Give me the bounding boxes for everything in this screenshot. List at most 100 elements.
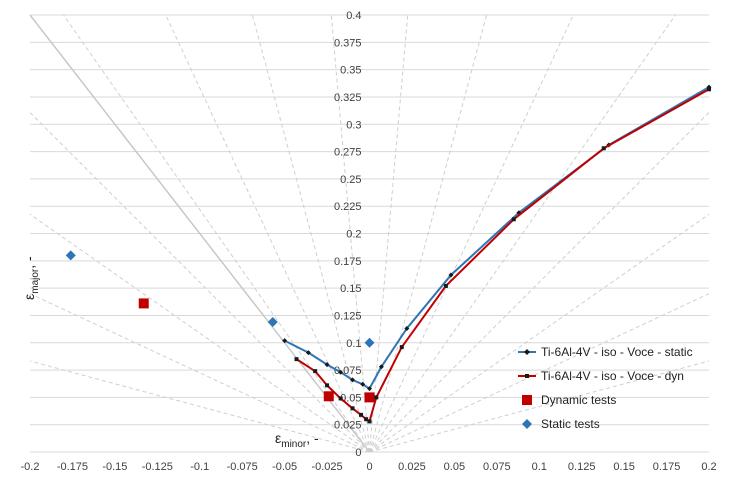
y-tick-label: 0.175 <box>334 256 362 268</box>
data-point <box>404 326 410 332</box>
legend: Ti-6Al-4V - iso - Voce - static Ti-6Al-4… <box>518 345 693 431</box>
data-point <box>364 417 369 422</box>
y-tick-label: 0.125 <box>334 310 362 322</box>
legend-label-static-model: Ti-6Al-4V - iso - Voce - static <box>541 345 693 359</box>
data-point <box>325 383 330 388</box>
series-0 <box>282 84 712 392</box>
guide-line-dashed <box>369 14 488 453</box>
x-tick-label: 0.175 <box>653 461 681 473</box>
x-tick-label: 0.1 <box>532 461 547 473</box>
data-point <box>138 298 149 309</box>
data-point <box>305 350 311 356</box>
data-point <box>378 364 384 370</box>
x-tick-label: -0.2 <box>21 461 40 473</box>
guide-line-dashed <box>29 213 370 453</box>
guide-line-dashed <box>29 112 370 453</box>
y-tick-label: 0.35 <box>340 65 361 77</box>
guide-line-dashed <box>369 360 710 453</box>
series-1 <box>294 87 711 424</box>
y-tick-label: 0.2 <box>346 229 361 241</box>
x-tick-label: -0.1 <box>190 461 209 473</box>
guide-line-dashed <box>63 14 370 453</box>
x-tick-label: 0.05 <box>444 461 465 473</box>
y-tick-label: 0.15 <box>340 283 361 295</box>
y-tick-label: 0 <box>355 447 361 459</box>
data-point <box>324 362 330 368</box>
guide-line-dashed <box>369 14 676 453</box>
legend-label-static-tests: Static tests <box>541 417 600 431</box>
data-point <box>350 377 356 383</box>
legend-item-dyn-model: Ti-6Al-4V - iso - Voce - dyn <box>518 369 684 383</box>
x-tick-label: 0 <box>366 461 372 473</box>
data-point <box>511 217 516 222</box>
y-tick-label: 0.3 <box>346 119 361 131</box>
guide-line-dashed <box>251 14 370 453</box>
data-point <box>364 392 375 403</box>
x-tick-label: -0.175 <box>57 461 88 473</box>
data-point <box>448 272 454 278</box>
data-point <box>294 357 299 362</box>
data-point <box>313 369 318 374</box>
legend-marker-static-tests <box>522 419 532 429</box>
x-tick-labels: -0.2 -0.175 -0.15 -0.125 -0.1 -0.075 -0.05 -0.0… <box>21 461 717 473</box>
y-tick-label: 0.4 <box>346 10 361 22</box>
y-tick-label: 0.05 <box>340 392 361 404</box>
legend-marker-static <box>524 349 530 355</box>
data-point <box>707 87 711 92</box>
data-point <box>374 395 379 400</box>
y-tick-label: 0.25 <box>340 174 361 186</box>
series-3 <box>65 250 375 348</box>
x-tick-label: -0.05 <box>272 461 297 473</box>
legend-item-dynamic-tests: Dynamic tests <box>522 393 616 407</box>
x-tick-label: 0.075 <box>483 461 511 473</box>
data-point <box>282 338 288 344</box>
guide-line-dashed <box>29 293 370 453</box>
y-tick-label: 0.225 <box>334 201 362 213</box>
data-point <box>65 250 76 261</box>
data-point <box>338 369 344 375</box>
strain-path-guides <box>29 14 710 453</box>
legend-item-static-tests: Static tests <box>522 417 600 431</box>
x-tick-label: 0.125 <box>568 461 596 473</box>
guide-line-uniaxial <box>29 14 371 453</box>
guide-line-dashed <box>369 112 710 453</box>
data-point <box>359 412 364 417</box>
legend-marker-dyn <box>525 374 529 378</box>
guide-line-dashed <box>369 14 409 453</box>
data-point <box>601 146 606 151</box>
legend-marker-dynamic-tests <box>522 395 532 405</box>
guide-line-dashed <box>330 14 370 453</box>
x-tick-label: 0.2 <box>701 461 716 473</box>
y-tick-label: 0.325 <box>334 92 362 104</box>
y-tick-label: 0.375 <box>334 37 362 49</box>
grid-layer <box>30 14 709 453</box>
y-axis-title: εmajor, - <box>21 256 41 300</box>
data-point <box>267 316 278 327</box>
x-tick-label: 0.15 <box>613 461 634 473</box>
x-tick-label: 0.025 <box>398 461 426 473</box>
guide-line-dashed <box>165 14 370 453</box>
series-2 <box>138 298 375 403</box>
legend-item-static-model: Ti-6Al-4V - iso - Voce - static <box>518 345 693 359</box>
data-point <box>443 283 448 288</box>
guide-line-dashed <box>29 360 370 453</box>
x-tick-label: -0.15 <box>102 461 127 473</box>
y-tick-labels: 00.0250.050.0750.10.1250.150.1750.20.225… <box>334 10 362 459</box>
x-tick-label: -0.025 <box>311 461 342 473</box>
data-point <box>360 381 366 387</box>
y-tick-label: 0.1 <box>346 338 361 350</box>
data-point <box>350 406 355 411</box>
data-point <box>338 396 343 401</box>
legend-label-dynamic-tests: Dynamic tests <box>541 393 616 407</box>
guide-line-dashed <box>369 213 710 453</box>
guide-line-dashed <box>369 14 574 453</box>
data-point <box>364 337 375 348</box>
legend-label-dyn-model: Ti-6Al-4V - iso - Voce - dyn <box>541 369 684 383</box>
data-point <box>323 391 334 402</box>
x-tick-label: -0.125 <box>142 461 173 473</box>
x-tick-label: -0.075 <box>227 461 258 473</box>
data-point <box>399 345 404 350</box>
data-point <box>367 419 372 424</box>
